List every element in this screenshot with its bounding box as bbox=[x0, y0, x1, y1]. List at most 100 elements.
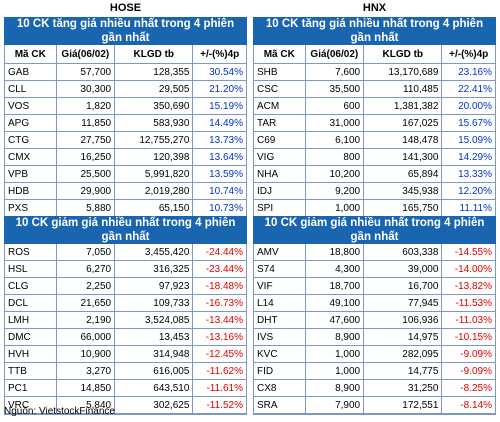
change-cell: 11.11% bbox=[459, 202, 492, 214]
change-cell: -11.62% bbox=[206, 365, 243, 377]
price-cell: 47,600 bbox=[306, 312, 365, 328]
change-cell: 14.29% bbox=[458, 151, 492, 163]
price-cell: 29,900 bbox=[57, 183, 116, 199]
volume-cell: 3,455,420 bbox=[115, 244, 194, 260]
table-row: LMH 2,190 3,524,085 -13.44% bbox=[5, 312, 246, 329]
price-cell: 18,800 bbox=[306, 244, 365, 260]
volume-cell: 110,485 bbox=[364, 81, 443, 97]
table-row: CLG 2,250 97,923 -18.48% bbox=[5, 278, 246, 295]
price-cell: 7,600 bbox=[306, 64, 365, 80]
change-cell: -9.09% bbox=[460, 348, 492, 360]
stock-code-cell: DHT bbox=[254, 312, 306, 328]
stock-code-cell: SPI bbox=[254, 200, 306, 216]
stock-code-cell: S74 bbox=[254, 261, 306, 277]
volume-cell: 109,733 bbox=[115, 295, 194, 311]
stock-code-cell: TAR bbox=[254, 115, 306, 131]
table-row: FID 1,000 14,775 -9.09% bbox=[254, 363, 495, 380]
stock-code-cell: L14 bbox=[254, 295, 306, 311]
change-cell: 15.67% bbox=[458, 117, 492, 129]
column-header-row: Mã CK Giá(06/02) KLGD tb +/-(%)4p bbox=[254, 45, 495, 64]
table-row: KVC 1,000 282,095 -9.09% bbox=[254, 346, 495, 363]
price-cell: 3,270 bbox=[57, 363, 116, 379]
table-row: CLL 30,300 29,505 21.20% bbox=[5, 81, 246, 98]
stock-code-cell: PXS bbox=[5, 200, 57, 216]
hose-top-losers-panel: 10 CK giảm giá nhiều nhất trong 4 phiên … bbox=[4, 216, 247, 415]
table-row: SPI 1,000 165,750 11.11% bbox=[254, 200, 495, 217]
volume-cell: 314,948 bbox=[115, 346, 194, 362]
price-cell: 1,000 bbox=[306, 363, 365, 379]
stock-code-cell: IVS bbox=[254, 329, 306, 345]
hose-top-gainers-panel: 10 CK tăng giá nhiều nhất trong 4 phiên … bbox=[4, 17, 247, 235]
price-cell: 49,100 bbox=[306, 295, 365, 311]
change-cell: 10.73% bbox=[209, 202, 243, 214]
source-note: Nguồn: VietstockFinance bbox=[4, 406, 115, 417]
price-cell: 25,500 bbox=[57, 166, 116, 182]
volume-cell: 350,690 bbox=[115, 98, 194, 114]
change-cell: -8.14% bbox=[460, 399, 492, 411]
volume-cell: 316,325 bbox=[115, 261, 194, 277]
stock-code-cell: ACM bbox=[254, 98, 306, 114]
volume-cell: 165,750 bbox=[364, 200, 443, 216]
change-cell: -9.09% bbox=[460, 365, 492, 377]
price-cell: 10,900 bbox=[57, 346, 116, 362]
table-row: ROS 7,050 3,455,420 -24.44% bbox=[5, 244, 246, 261]
col-header-change: +/-(%)4p bbox=[200, 48, 240, 60]
price-cell: 66,000 bbox=[57, 329, 116, 345]
change-cell: 22.41% bbox=[458, 83, 492, 95]
change-cell: -24.44% bbox=[205, 246, 243, 258]
price-cell: 14,850 bbox=[57, 380, 116, 396]
table-row: HVH 10,900 314,948 -12.45% bbox=[5, 346, 246, 363]
volume-cell: 77,945 bbox=[364, 295, 443, 311]
volume-cell: 31,250 bbox=[364, 380, 443, 396]
volume-cell: 583,930 bbox=[115, 115, 194, 131]
volume-cell: 14,975 bbox=[364, 329, 443, 345]
stock-code-cell: NHA bbox=[254, 166, 306, 182]
change-cell: -14.55% bbox=[454, 246, 492, 258]
price-cell: 7,900 bbox=[306, 397, 365, 413]
stock-code-cell: CMX bbox=[5, 149, 57, 165]
stock-code-cell: TTB bbox=[5, 363, 57, 379]
panel-title: 10 CK tăng giá nhiều nhất trong 4 phiên … bbox=[253, 17, 496, 45]
volume-cell: 128,355 bbox=[115, 64, 194, 80]
volume-cell: 2,019,280 bbox=[115, 183, 194, 199]
table-row: VRC 5,840 302,625 -11.52% bbox=[5, 397, 246, 414]
price-cell: 35,500 bbox=[306, 81, 365, 97]
change-cell: 13.73% bbox=[209, 134, 243, 146]
volume-cell: 302,625 bbox=[115, 397, 194, 413]
volume-cell: 5,991,820 bbox=[115, 166, 194, 182]
table-row: HSL 6,270 316,325 -23.44% bbox=[5, 261, 246, 278]
change-cell: 12.20% bbox=[458, 185, 492, 197]
stock-code-cell: SRA bbox=[254, 397, 306, 413]
table-row: CMX 16,250 120,398 13.64% bbox=[5, 149, 246, 166]
price-cell: 4,300 bbox=[306, 261, 365, 277]
change-cell: -10.15% bbox=[454, 331, 492, 343]
change-cell: -13.82% bbox=[454, 280, 492, 292]
table-row: NHA 10,200 65,894 13.33% bbox=[254, 166, 495, 183]
table-row: APG 11,850 583,930 14.49% bbox=[5, 115, 246, 132]
col-header-code: Mã CK bbox=[5, 45, 57, 63]
table-row: VOS 1,820 350,690 15.19% bbox=[5, 98, 246, 115]
stock-code-cell: CTG bbox=[5, 132, 57, 148]
change-cell: 15.19% bbox=[209, 100, 243, 112]
table-row: VIF 18,700 16,700 -13.82% bbox=[254, 278, 495, 295]
table-row: HDB 29,900 2,019,280 10.74% bbox=[5, 183, 246, 200]
price-cell: 57,700 bbox=[57, 64, 116, 80]
change-cell: -13.44% bbox=[205, 314, 243, 326]
volume-cell: 97,923 bbox=[115, 278, 194, 294]
stock-code-cell: KVC bbox=[254, 346, 306, 362]
volume-cell: 14,775 bbox=[364, 363, 443, 379]
change-cell: 30.54% bbox=[209, 66, 243, 78]
price-cell: 600 bbox=[306, 98, 365, 114]
price-cell: 1,000 bbox=[306, 346, 365, 362]
stock-code-cell: PC1 bbox=[5, 380, 57, 396]
col-header-volume: KLGD tb bbox=[115, 45, 194, 63]
panel-title: 10 CK tăng giá nhiều nhất trong 4 phiên … bbox=[4, 17, 247, 45]
stock-code-cell: CLL bbox=[5, 81, 57, 97]
price-cell: 800 bbox=[306, 149, 365, 165]
change-cell: -11.03% bbox=[455, 314, 492, 326]
table-row: CTG 27,750 12,755,270 13.73% bbox=[5, 132, 246, 149]
price-cell: 31,000 bbox=[306, 115, 365, 131]
stock-code-cell: DMC bbox=[5, 329, 57, 345]
change-cell: 21.20% bbox=[209, 83, 243, 95]
table-row: SHB 7,600 13,170,689 23.16% bbox=[254, 64, 495, 81]
